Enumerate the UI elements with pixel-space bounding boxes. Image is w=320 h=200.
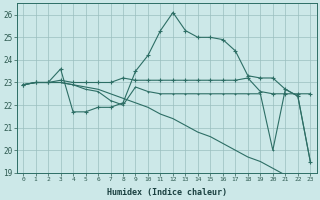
X-axis label: Humidex (Indice chaleur): Humidex (Indice chaleur) — [107, 188, 227, 197]
